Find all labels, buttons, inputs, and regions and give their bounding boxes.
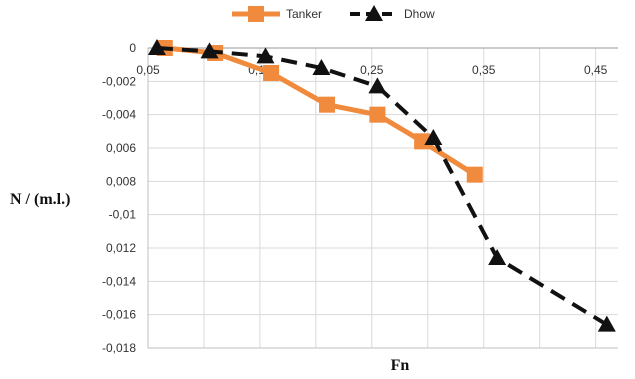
- series-line-dhow: [156, 46, 608, 327]
- y-tick-label: 0,006: [106, 141, 136, 155]
- data-point-tanker: [369, 106, 386, 123]
- data-point-dhow: [488, 249, 507, 265]
- data-point-tanker: [263, 65, 280, 81]
- y-tick-label: -0,014: [102, 274, 136, 288]
- x-tick-label: 0,05: [136, 63, 160, 77]
- y-tick-label: 0: [129, 41, 136, 55]
- data-point-tanker: [414, 133, 431, 150]
- legend-label-tanker: Tanker: [286, 7, 322, 21]
- x-tick-label: 0,35: [472, 63, 496, 77]
- x-axis-title: Fn: [391, 357, 410, 374]
- legend: Tanker Dhow: [232, 5, 435, 22]
- y-tick-label: -0,002: [102, 74, 136, 88]
- x-tick-label: 0,25: [360, 63, 384, 77]
- data-point-tanker: [466, 166, 483, 183]
- data-point-tanker: [319, 96, 336, 113]
- y-tick-labels: 0 -0,002 -0,004 0,006 0,008 -0,01 0,012 -0,014 -…: [102, 41, 136, 355]
- y-tick-label: -0,01: [109, 208, 137, 222]
- y-axis-title: N / (m.l.): [10, 191, 70, 208]
- x-tick-labels: 0,05 0,15 0,25 0,35 0,45: [136, 63, 607, 77]
- series-group: [147, 39, 616, 332]
- data-point-dhow: [424, 129, 443, 145]
- y-tick-label: 0,008: [106, 174, 136, 188]
- y-tick-label: -0,016: [102, 308, 136, 322]
- series-tanker: [156, 40, 483, 183]
- y-tick-label: -0,018: [102, 341, 136, 355]
- data-point-dhow: [147, 39, 166, 55]
- data-point-dhow: [368, 77, 387, 94]
- data-point-dhow: [597, 315, 616, 332]
- data-point-dhow: [312, 59, 331, 75]
- data-point-dhow: [200, 42, 219, 59]
- series-dhow: [147, 39, 616, 332]
- grid: [147, 47, 618, 349]
- legend-marker-dhow: [365, 5, 383, 21]
- y-tick-label: 0,012: [106, 241, 136, 255]
- x-tick-label: 0,45: [584, 63, 608, 77]
- y-tick-label: -0,004: [102, 108, 136, 122]
- data-point-dhow: [256, 47, 275, 64]
- legend-label-dhow: Dhow: [404, 7, 435, 21]
- legend-marker-tanker: [248, 6, 264, 22]
